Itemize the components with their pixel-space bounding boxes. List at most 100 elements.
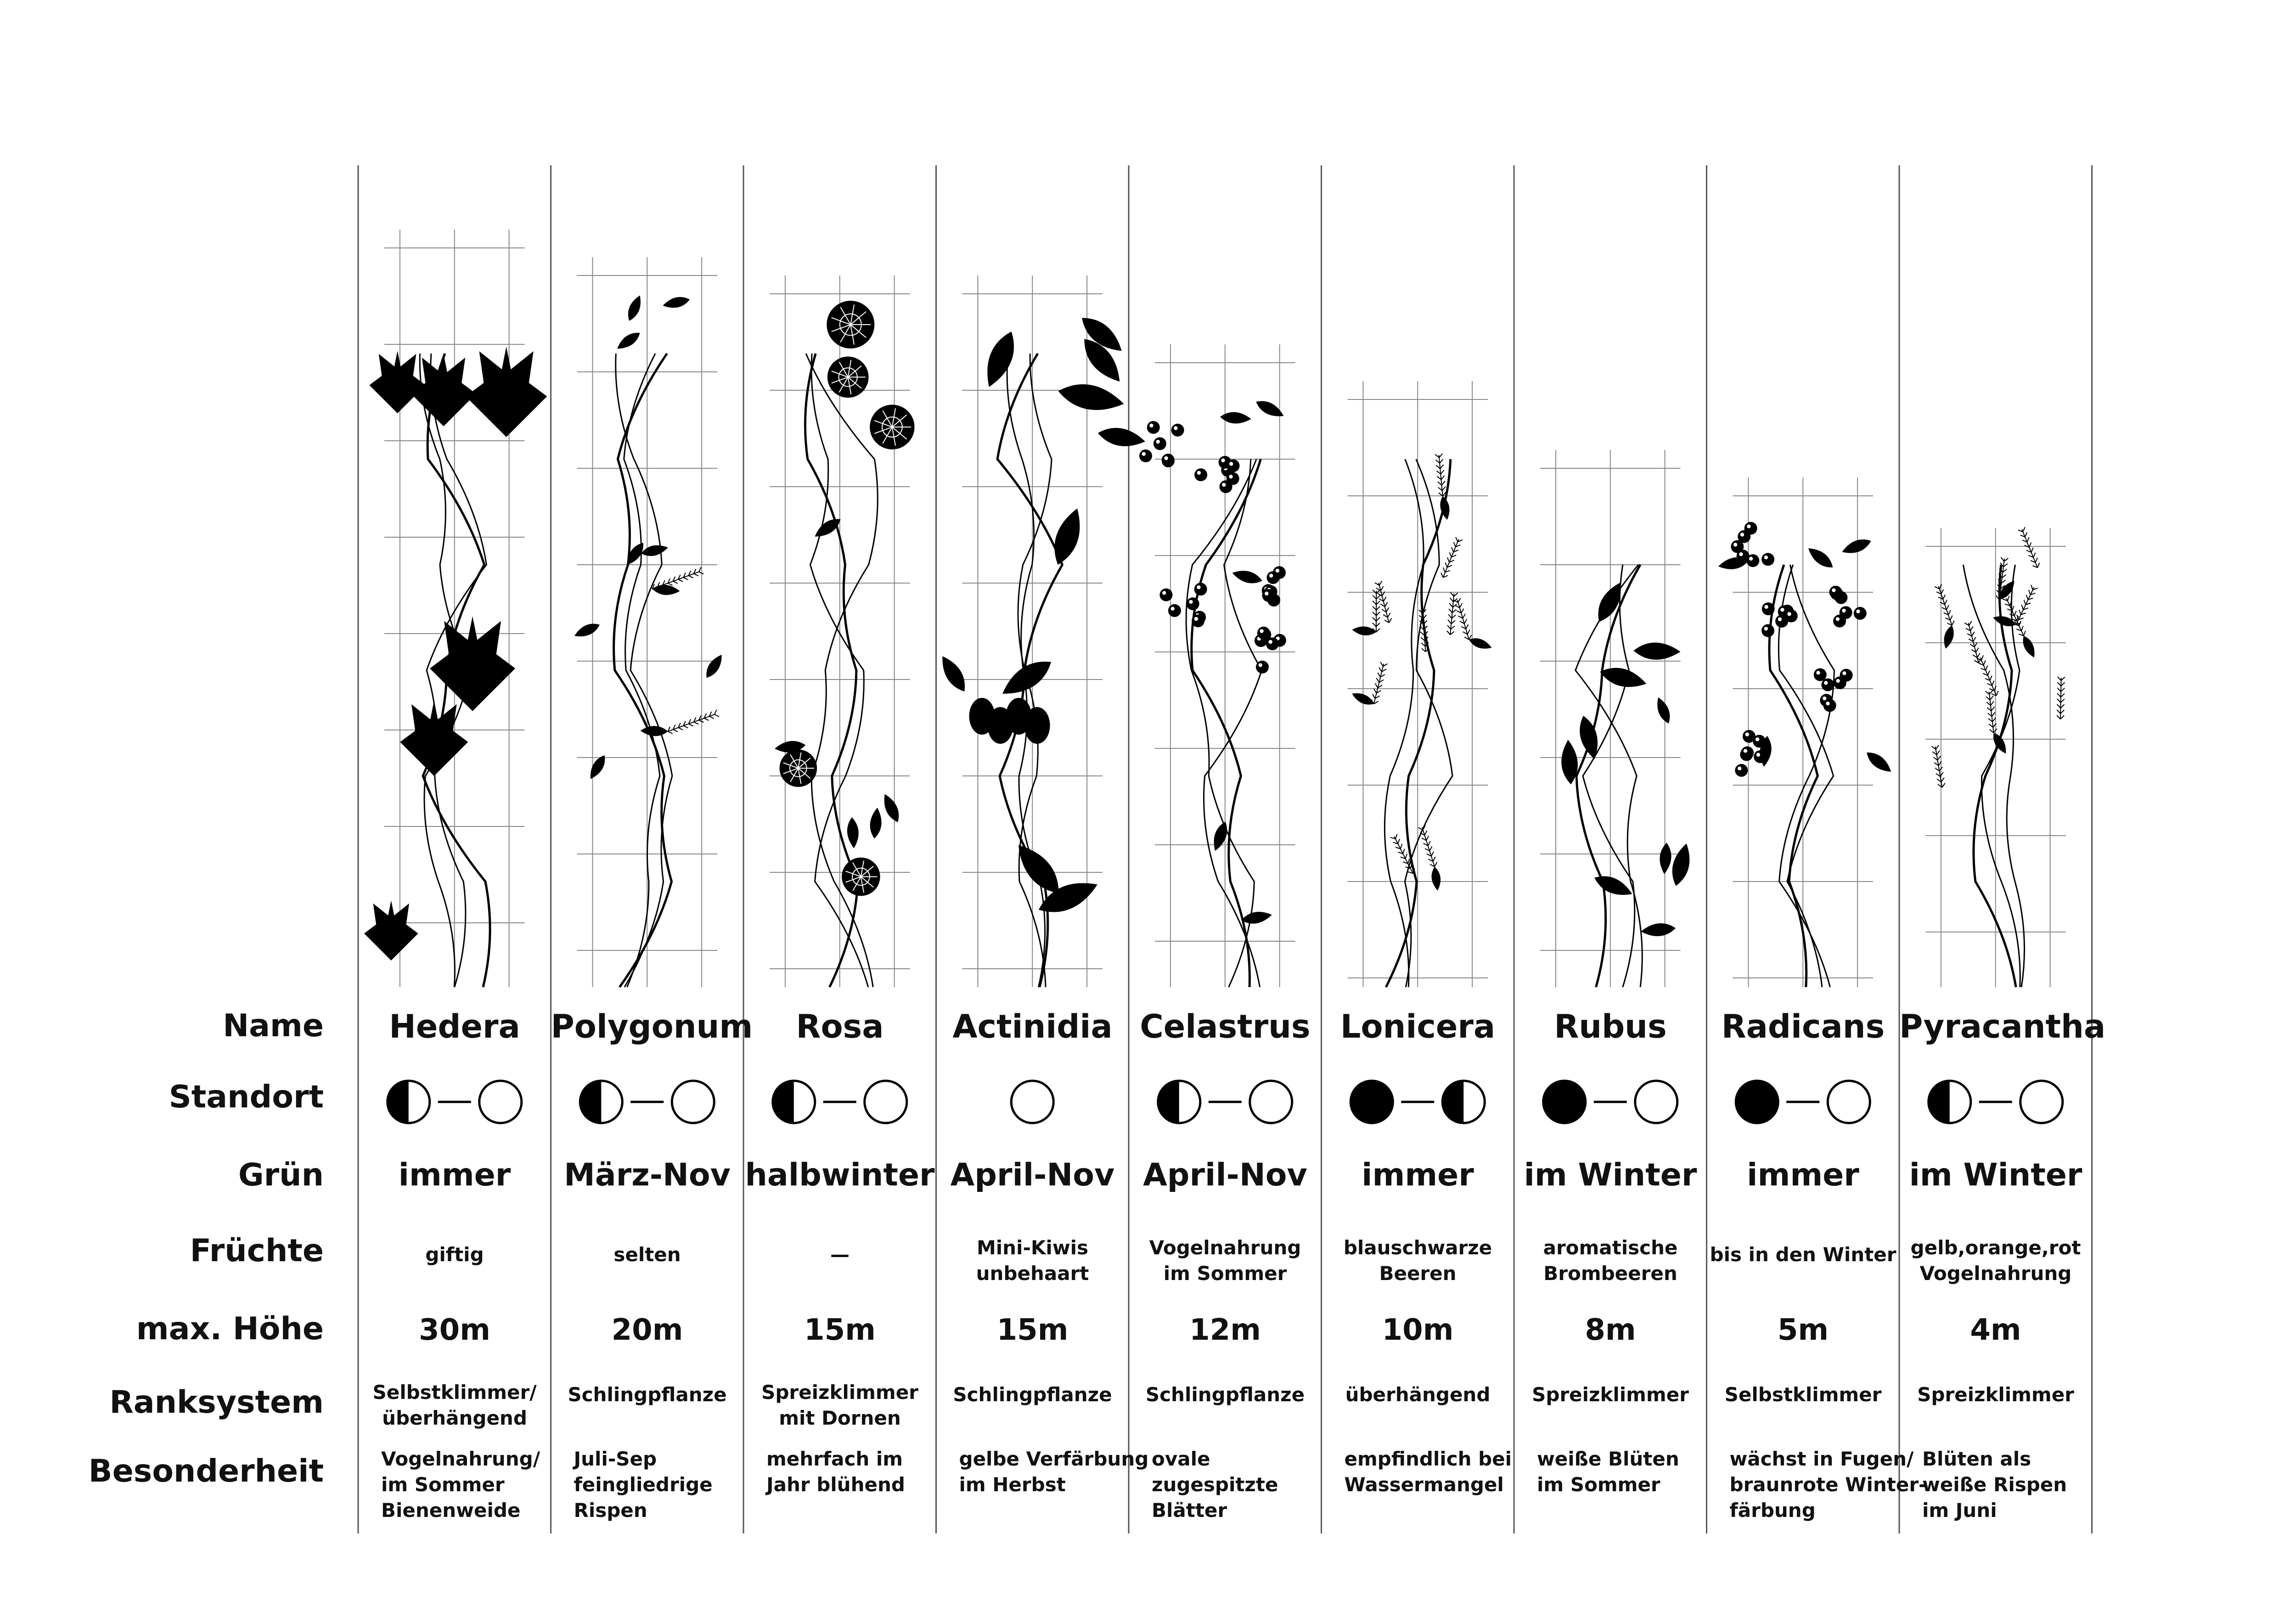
fruechte-line: bis in den Winter <box>1710 1243 1896 1266</box>
rose-illustration <box>769 275 915 988</box>
besonderheit-line: zugespitzte <box>1152 1473 1278 1496</box>
ranksystem-line: Spreizklimmer <box>1532 1383 1689 1406</box>
row-label-name: Name <box>223 1008 324 1044</box>
gruen-cell: im Winter <box>1909 1157 2082 1193</box>
name-cell: Rosa <box>796 1008 884 1045</box>
ranksystem-cell: Schlingpflanze <box>1129 1382 1322 1408</box>
row-label-besonderheit: Besonderheit <box>88 1453 324 1489</box>
standort-half-circle <box>771 1079 816 1124</box>
ranksystem-line: Selbstklimmer/ <box>372 1381 537 1404</box>
celastrus-illustration <box>1139 344 1295 988</box>
fruechte-line: — <box>830 1243 850 1266</box>
besonderheit-cell: Vogelnahrung/im Sommer Bienenweide <box>358 1446 551 1523</box>
standort-empty-circle <box>2019 1079 2064 1124</box>
besonderheit-line: braunrote Winter- <box>1729 1473 1927 1496</box>
hoehe-cell: 15m <box>996 1313 1069 1347</box>
gruen-cell: immer <box>1362 1157 1474 1193</box>
name-cell: Rubus <box>1554 1008 1667 1045</box>
fruechte-cell: gelb,orange,rot Vogelnahrung <box>1899 1235 2092 1286</box>
standort-empty-circle <box>1826 1079 1871 1124</box>
besonderheit-cell: ovale zugespitzte Blätter <box>1129 1446 1322 1523</box>
ranksystem-line: mit Dornen <box>779 1407 901 1429</box>
gruen-cell: immer <box>1747 1157 1859 1193</box>
gruen-cell: halbwinter <box>745 1157 935 1193</box>
hoehe-cell: 10m <box>1382 1313 1454 1347</box>
name-cell: Lonicera <box>1340 1008 1496 1045</box>
ranksystem-line: überhängend <box>1345 1383 1491 1406</box>
standort-half-circle <box>1157 1079 1202 1124</box>
besonderheit-cell: Blüten als weiße Rispen im Juni <box>1899 1446 2092 1523</box>
besonderheit-line: Blüten als <box>1922 1448 2032 1470</box>
standort-half-circle <box>386 1079 431 1124</box>
ranksystem-cell: überhängend <box>1322 1382 1514 1408</box>
besonderheit-line: im Herbst <box>959 1473 1066 1496</box>
standort-empty-circle <box>670 1079 715 1124</box>
besonderheit-line: Jahr blühend <box>766 1473 905 1496</box>
name-cell: Celastrus <box>1140 1008 1311 1045</box>
gruen-cell: März-Nov <box>564 1157 731 1193</box>
besonderheit-line: Juli-Sep <box>574 1448 657 1470</box>
gruen-cell: immer <box>398 1157 511 1193</box>
ranksystem-line: Schlingpflanze <box>1145 1383 1305 1406</box>
besonderheit-line: weiße Rispen <box>1922 1473 2067 1496</box>
hoehe-cell: 20m <box>611 1313 683 1347</box>
gruen-cell: April-Nov <box>1143 1157 1307 1193</box>
fruechte-line: Beeren <box>1379 1262 1457 1285</box>
radicans-illustration <box>1718 477 1891 988</box>
besonderheit-cell: gelbe Verfärbung im Herbst <box>936 1446 1149 1498</box>
ranksystem-line: Schlingpflanze <box>568 1383 727 1406</box>
ranksystem-line: Spreizklimmer <box>1917 1383 2074 1406</box>
besonderheit-line: feingliedrige <box>574 1473 713 1496</box>
besonderheit-line: wächst in Fugen/ <box>1729 1448 1914 1470</box>
fruechte-line: selten <box>613 1243 681 1266</box>
standort-empty-circle <box>1010 1079 1055 1124</box>
fruechte-line: Vogelnahrung <box>1919 1262 2072 1285</box>
standort-empty-circle <box>478 1079 523 1124</box>
ivy-illustration <box>364 230 547 988</box>
kiwi-illustration <box>942 275 1145 988</box>
ranksystem-cell: Spreizklimmer <box>1899 1382 2092 1408</box>
hoehe-cell: 12m <box>1189 1313 1261 1347</box>
fruechte-cell: Mini-Kiwis unbehaart <box>936 1235 1129 1286</box>
besonderheit-line: mehrfach im <box>766 1448 903 1470</box>
besonderheit-line: Bienenweide <box>381 1499 521 1522</box>
fruechte-cell: blauschwarze Beeren <box>1322 1235 1514 1286</box>
rubus-illustration <box>1540 450 1690 988</box>
standort-half-circle <box>1441 1079 1486 1124</box>
besonderheit-line: ovale <box>1152 1448 1210 1470</box>
ranksystem-cell: Spreizklimmer <box>1514 1382 1707 1408</box>
fruechte-line: im Sommer <box>1163 1262 1287 1285</box>
fruechte-cell: aromatische Brombeeren <box>1514 1235 1707 1286</box>
standort-half-circle <box>579 1079 624 1124</box>
besonderheit-cell: wächst in Fugen/braunrote Winter-färbung <box>1707 1446 1927 1523</box>
standort-full-circle <box>1542 1079 1587 1124</box>
row-label-standort: Standort <box>169 1079 324 1115</box>
name-cell: Radicans <box>1721 1008 1885 1045</box>
pyracantha-illustration <box>1925 527 2066 988</box>
standort-empty-circle <box>863 1079 908 1124</box>
ranksystem-cell: Spreizklimmer mit Dornen <box>743 1380 936 1431</box>
ranksystem-line: Schlingpflanze <box>953 1383 1112 1406</box>
fruechte-line: blauschwarze <box>1343 1236 1492 1259</box>
name-cell: Actinidia <box>952 1008 1113 1045</box>
besonderheit-line: im Sommer <box>1537 1473 1660 1496</box>
fruechte-line: Vogelnahrung <box>1149 1236 1301 1259</box>
gruen-cell: April-Nov <box>950 1157 1115 1193</box>
fruechte-cell: giftig <box>358 1242 551 1268</box>
standort-full-circle <box>1734 1079 1779 1124</box>
besonderheit-line: im Sommer <box>381 1473 505 1496</box>
standort-full-circle <box>1349 1079 1394 1124</box>
hoehe-cell: 15m <box>804 1313 876 1347</box>
ranksystem-line: Spreizklimmer <box>761 1381 918 1404</box>
besonderheit-line: Wassermangel <box>1344 1473 1504 1496</box>
name-cell: Pyracantha <box>1899 1008 2106 1045</box>
besonderheit-line: färbung <box>1729 1499 1816 1522</box>
besonderheit-line: Vogelnahrung/ <box>381 1448 540 1470</box>
fruechte-cell: selten <box>551 1242 744 1268</box>
fruechte-cell: — <box>743 1242 936 1268</box>
ranksystem-cell: Schlingpflanze <box>551 1382 744 1408</box>
besonderheit-cell: empfindlich bei Wassermangel <box>1322 1446 1514 1498</box>
fruechte-line: giftig <box>425 1243 484 1266</box>
fruechte-line: unbehaart <box>976 1262 1089 1285</box>
row-label-hoehe: max. Höhe <box>136 1311 324 1347</box>
